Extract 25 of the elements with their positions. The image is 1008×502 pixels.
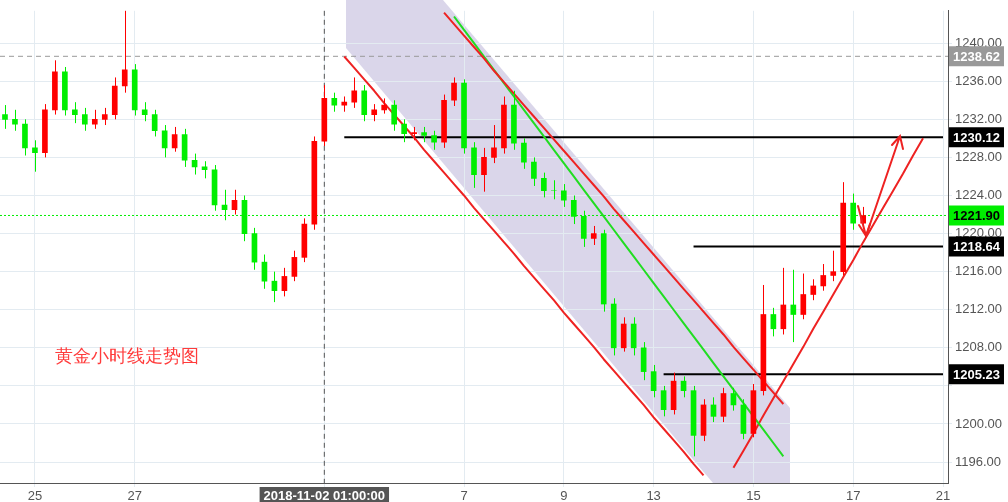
x-tick-label: 15 — [746, 488, 761, 502]
y-tick-label: 1236.00 — [955, 72, 1002, 88]
ref-line-label: 1238.62 — [953, 48, 1000, 64]
y-tick-label: 1200.00 — [955, 415, 1002, 431]
x-tick-label: 17 — [845, 488, 861, 502]
y-tick-label: 1224.00 — [955, 187, 1002, 203]
y-tick-label: 1232.00 — [955, 110, 1002, 126]
y-tick-label: 1212.00 — [955, 301, 1002, 317]
y-tick-label: 1228.00 — [955, 148, 1002, 164]
data-label: 1230.12 — [953, 129, 1000, 145]
ref-line-label: 1221.90 — [953, 208, 1000, 224]
x-tick-label: 27 — [127, 488, 142, 502]
x-tick-label: 9 — [560, 488, 568, 502]
x-tick-label: 13 — [646, 488, 661, 502]
x-tick-label: 25 — [27, 488, 43, 502]
y-tick-label: 1196.00 — [955, 453, 1002, 469]
data-label: 1218.64 — [953, 239, 1001, 255]
y-tick-label: 1208.00 — [955, 339, 1002, 355]
annotation: 黄金小时线走势图 — [55, 344, 199, 368]
x-tick-label: 7 — [460, 488, 468, 502]
y-tick-label: 1216.00 — [955, 263, 1002, 279]
x-tick-label: 21 — [935, 488, 951, 502]
y-tick-label: 1240.00 — [955, 34, 1002, 50]
data-label: 1205.23 — [953, 366, 1000, 382]
x-tick-label: 2018-11-02 01:00:00 — [263, 488, 386, 502]
